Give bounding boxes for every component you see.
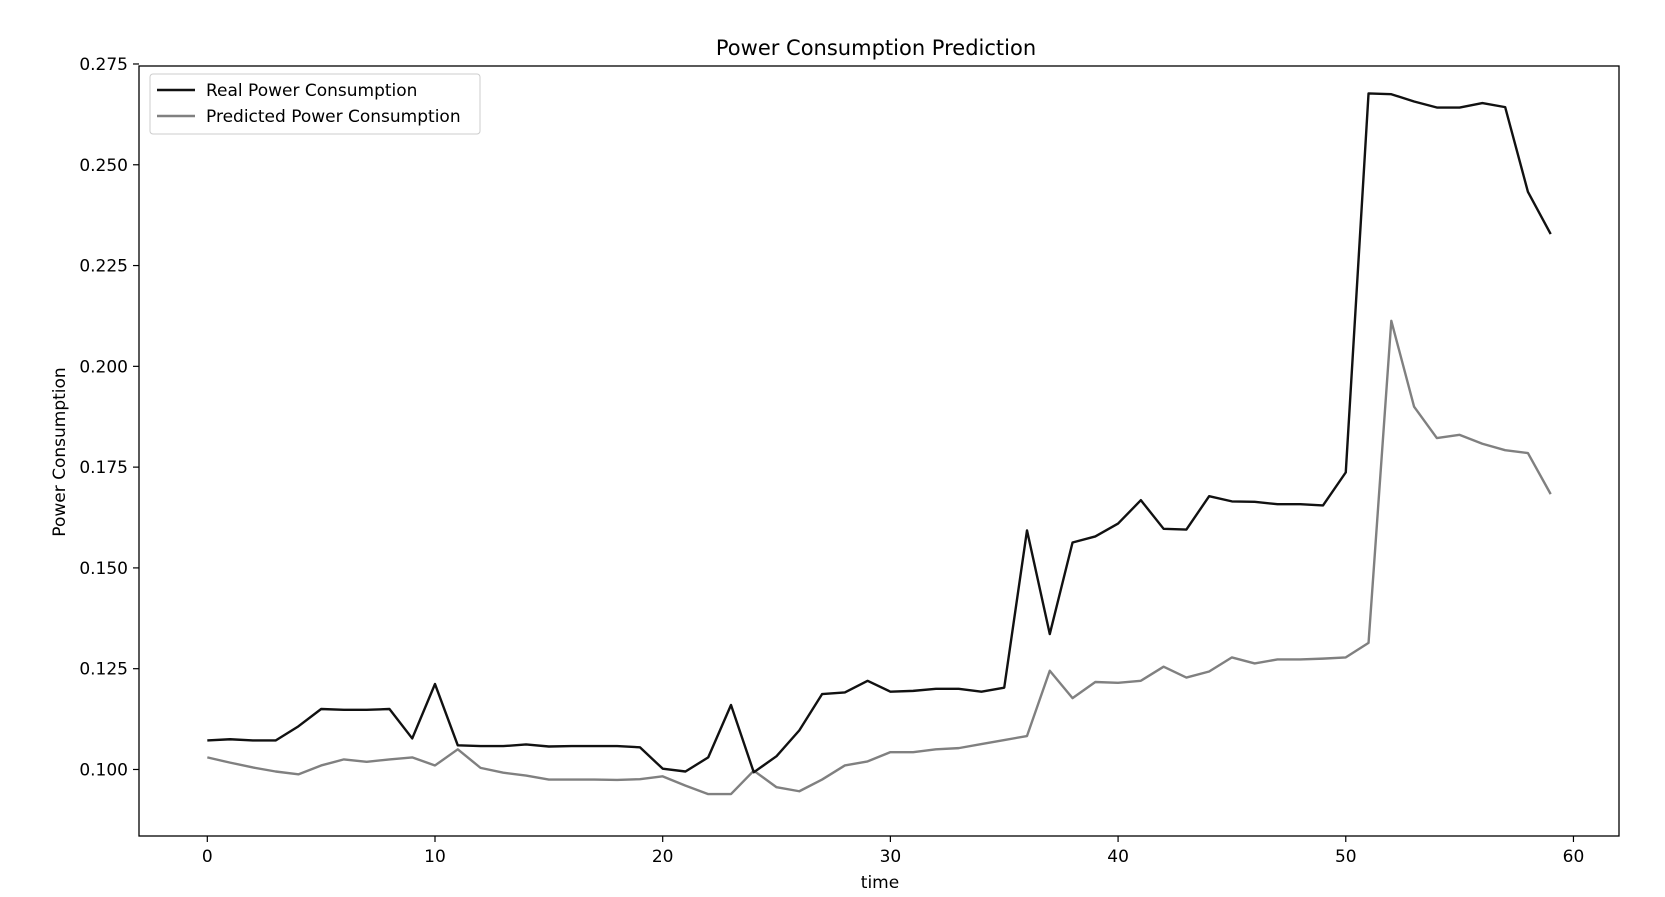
y-tick-label: 0.100 [79, 760, 128, 780]
x-tick-label: 40 [1107, 847, 1129, 867]
y-axis-label: Power Consumption [50, 367, 70, 536]
x-axis: 0 10 20 30 40 50 60 [202, 836, 1584, 867]
x-tick-label: 0 [202, 847, 213, 867]
legend-box [149, 73, 481, 135]
series-layer [207, 92, 1552, 796]
y-tick-label: 0.125 [79, 660, 128, 680]
legend-label-predicted: Predicted Power Consumption [206, 107, 461, 127]
legend: Real Power Consumption Predicted Power C… [149, 73, 481, 135]
y-axis: 0.100 0.125 0.150 0.175 0.200 0.225 0.250 0.275 [79, 55, 139, 780]
y-tick-label: 0.225 [79, 257, 128, 277]
y-tick-label: 0.250 [79, 156, 128, 176]
y-tick-label: 0.275 [79, 55, 128, 75]
y-tick-label: 0.200 [79, 357, 128, 377]
y-tick-label: 0.150 [79, 559, 128, 579]
series-line-predicted [207, 319, 1552, 796]
x-tick-label: 20 [652, 847, 674, 867]
x-tick-label: 60 [1563, 847, 1585, 867]
y-tick-label: 0.175 [79, 458, 128, 478]
plot-area [138, 65, 1620, 837]
x-tick-label: 30 [880, 847, 902, 867]
x-tick-label: 50 [1335, 847, 1357, 867]
series-line-real [207, 92, 1552, 774]
legend-label-real: Real Power Consumption [206, 81, 417, 101]
chart-title: Power Consumption Prediction [716, 36, 1036, 60]
x-tick-label: 10 [424, 847, 446, 867]
x-axis-label: time [861, 873, 899, 893]
